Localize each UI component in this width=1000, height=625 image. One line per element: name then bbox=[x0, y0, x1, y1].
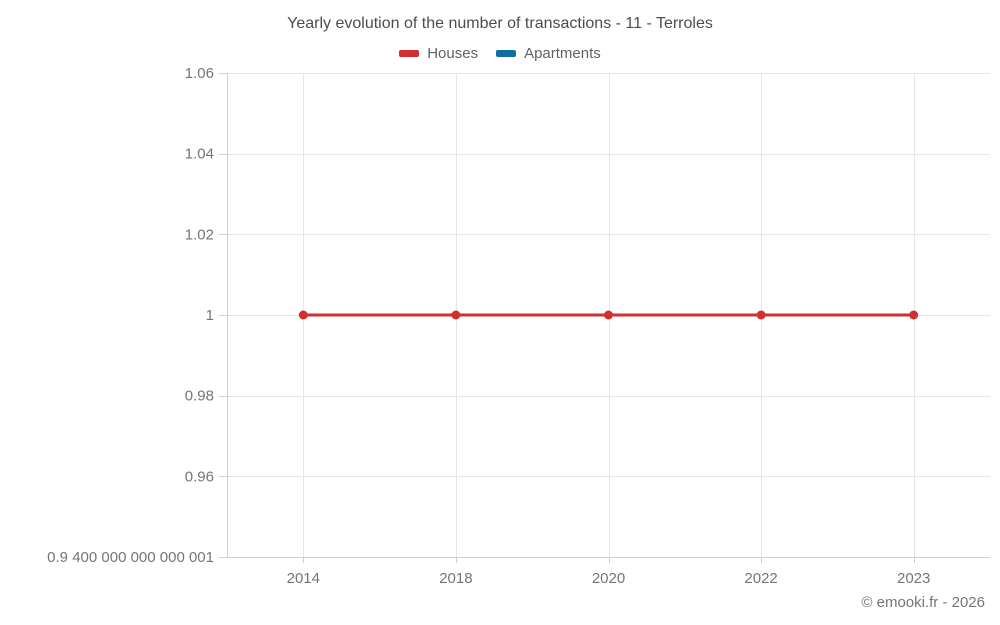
houses-point-2014[interactable] bbox=[298, 310, 308, 320]
x-tick-label: 2014 bbox=[287, 570, 320, 587]
y-tick-label: 1.04 bbox=[185, 146, 214, 163]
y-tick-label: 1.06 bbox=[185, 65, 214, 82]
x-tick-label: 2023 bbox=[897, 570, 930, 587]
y-tick-label: 0.96 bbox=[185, 468, 214, 485]
x-tick-label: 2020 bbox=[592, 570, 625, 587]
copyright-text: © emooki.fr - 2026 bbox=[861, 594, 985, 611]
y-tick-label: 0.98 bbox=[185, 388, 214, 405]
houses-legend-swatch-icon bbox=[399, 50, 420, 57]
y-tick-label: 1.02 bbox=[185, 226, 214, 243]
y-tick-label: 0.9 400 000 000 000 001 bbox=[47, 549, 214, 566]
houses-point-2023[interactable] bbox=[909, 310, 919, 320]
houses-point-2018[interactable] bbox=[451, 310, 461, 320]
x-tick-label: 2022 bbox=[744, 570, 777, 587]
houses-point-2022[interactable] bbox=[756, 310, 766, 320]
apartments-legend-swatch-icon bbox=[496, 50, 517, 57]
chart-legend: Houses Apartments bbox=[0, 45, 1000, 62]
y-tick-label: 1 bbox=[206, 307, 214, 324]
legend-item-apartments: Apartments bbox=[496, 45, 601, 62]
chart-title: Yearly evolution of the number of transa… bbox=[287, 15, 713, 32]
apartments-legend-label: Apartments bbox=[524, 45, 601, 62]
houses-legend-label: Houses bbox=[427, 45, 479, 62]
houses-point-2020[interactable] bbox=[604, 310, 613, 320]
x-tick-label: 2018 bbox=[439, 570, 472, 587]
legend-item-houses: Houses bbox=[399, 45, 478, 62]
